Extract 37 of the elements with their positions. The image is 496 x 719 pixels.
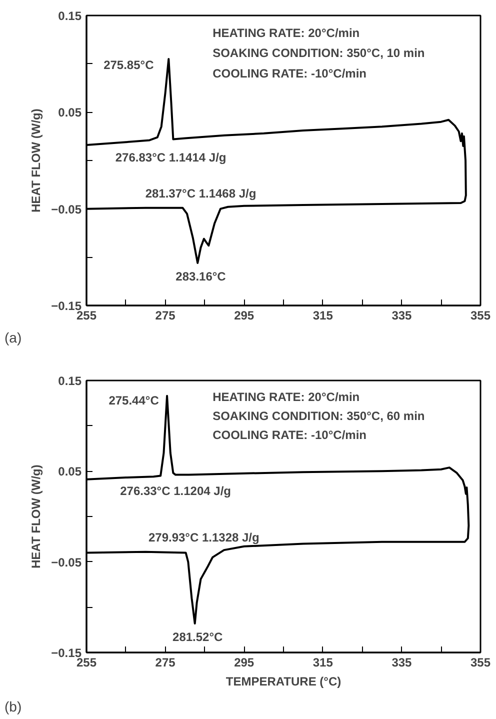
y-tick-label: 0.05: [58, 464, 82, 479]
text: (b): [4, 698, 22, 714]
y-tick-label: −0.05: [51, 202, 82, 216]
x-tick-label: 255: [76, 656, 97, 670]
y-axis-title: HEAT FLOW (W/g): [29, 108, 44, 212]
annotation: 281.52°C: [172, 630, 224, 644]
y-tick-label: 0.05: [58, 106, 82, 120]
annotation: 283.16°C: [176, 270, 226, 284]
x-tick-label: 255: [76, 308, 97, 322]
x-tick-label: 335: [392, 656, 412, 670]
annotation: SOAKING CONDITION: 350°C, 60 min: [212, 408, 425, 423]
annotation: 275.44°C: [108, 393, 160, 408]
annotation: COOLING RATE: -10°C/min: [212, 428, 366, 442]
annotation: 276.83°C 1.1414 J/g: [115, 150, 226, 165]
annotation: HEATING RATE: 20°C/min: [212, 26, 360, 40]
y-tick-label: 0.15: [58, 9, 82, 23]
annotation: 279.93°C 1.1328 J/g: [148, 530, 260, 544]
x-tick-label: 355: [470, 308, 491, 322]
x-tick-label: 295: [234, 656, 254, 670]
x-axis-title: TEMPERATURE (°C): [226, 674, 342, 688]
x-tick-label: 275: [155, 308, 176, 322]
y-tick-label: 0.15: [58, 374, 82, 388]
annotation: 281.37°C 1.1468 J/g: [145, 186, 256, 200]
annotation: 276.33°C 1.1204 J/g: [120, 484, 231, 498]
x-tick-label: 335: [392, 308, 412, 322]
x-tick-label: 315: [312, 656, 334, 670]
y-tick-label: −0.05: [51, 555, 82, 570]
annotation: HEATING RATE: 20°C/min: [212, 390, 360, 404]
x-tick-label: 355: [470, 656, 491, 670]
text: (a): [4, 330, 22, 346]
annotation: COOLING RATE: -10°C/min: [212, 66, 366, 80]
x-tick-label: 275: [155, 656, 176, 670]
y-axis-title: HEAT FLOW (W/g): [29, 464, 44, 568]
x-tick-label: 295: [234, 308, 254, 322]
x-tick-label: 315: [312, 308, 334, 322]
annotation: 275.85°C: [104, 58, 154, 72]
annotation: SOAKING CONDITION: 350°C, 10 min: [212, 46, 425, 60]
